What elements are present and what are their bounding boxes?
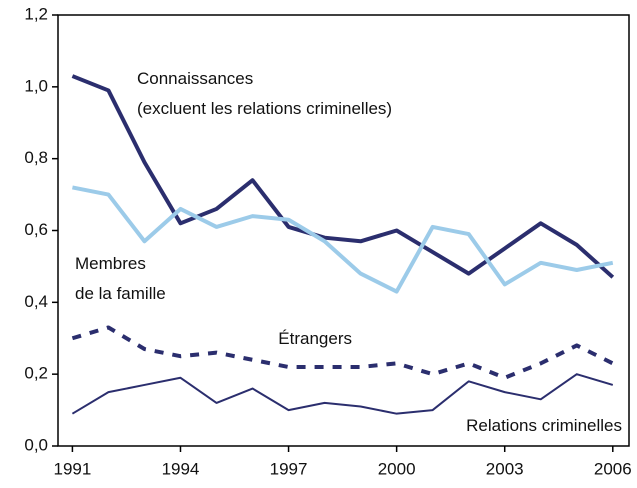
series-label: Connaissances (excluent les relations cri… — [137, 69, 392, 118]
x-tick-label: 1997 — [270, 459, 308, 478]
series-label-line: (excluent les relations criminelles) — [137, 99, 392, 118]
y-tick-label: 0,2 — [24, 364, 48, 383]
x-tick-label: 2000 — [378, 459, 416, 478]
x-tick-label: 1994 — [162, 459, 200, 478]
series-label-line: de la famille — [75, 284, 166, 303]
series-line — [71, 325, 614, 380]
series-label: Membres de la famille — [75, 254, 166, 303]
series-label: Étrangers — [278, 329, 352, 348]
series-label-line: Connaissances — [137, 69, 253, 88]
y-tick-label: 1,0 — [24, 76, 48, 95]
y-tick-label: 0,6 — [24, 220, 48, 239]
series-line — [71, 74, 615, 279]
series-label-line: Relations criminelles — [466, 416, 622, 435]
x-tick-label: 2003 — [486, 459, 524, 478]
series-line — [71, 373, 614, 415]
series-line — [72, 185, 614, 294]
series-label-line: Membres — [75, 254, 146, 273]
y-tick-label: 0,4 — [24, 292, 48, 311]
x-tick-label: 1991 — [53, 459, 91, 478]
y-tick-label: 0,8 — [24, 148, 48, 167]
y-tick-label: 0,0 — [24, 435, 48, 454]
y-tick-label: 1,2 — [24, 4, 48, 23]
x-tick-label: 2006 — [594, 459, 632, 478]
series-label-line: Étrangers — [278, 329, 352, 348]
series-label: Relations criminelles — [466, 416, 622, 435]
